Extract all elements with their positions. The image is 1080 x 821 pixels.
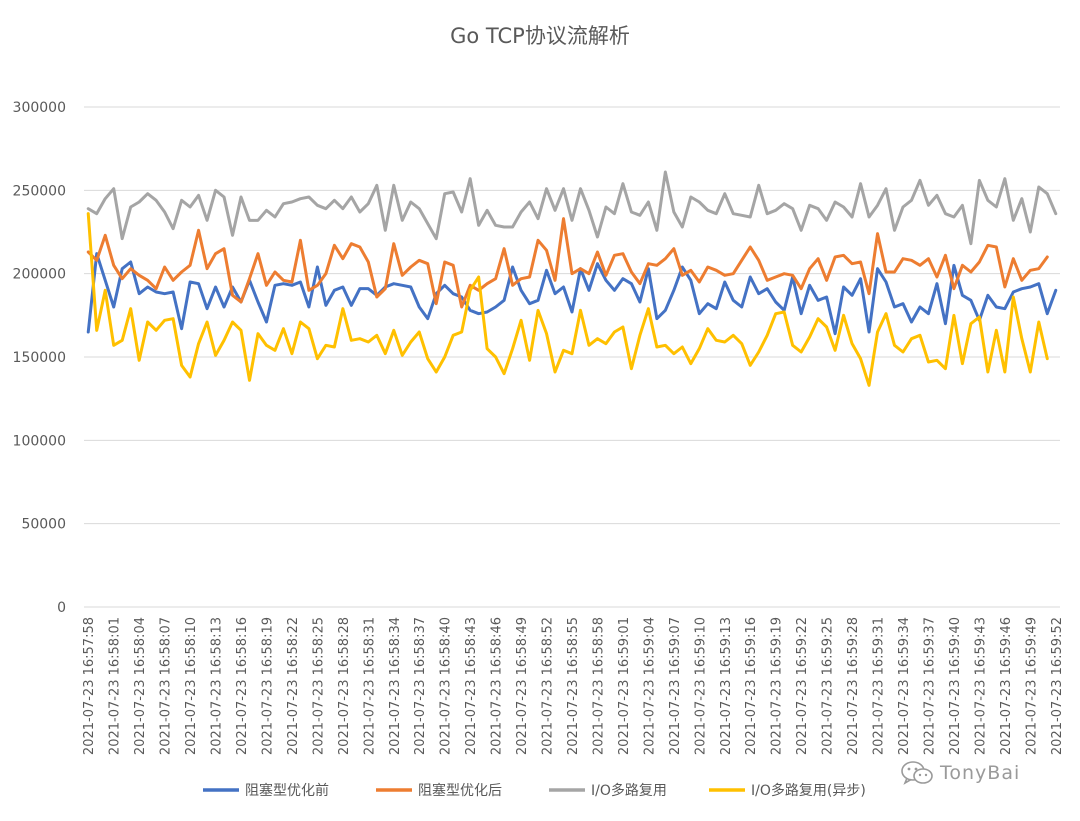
x-tick-label: 2021-07-23 16:59:07 xyxy=(668,617,683,755)
x-tick-label: 2021-07-23 16:58:10 xyxy=(184,617,199,755)
x-tick-label: 2021-07-23 16:59:34 xyxy=(897,617,912,755)
y-tick-label: 150000 xyxy=(13,350,66,366)
x-tick-label: 2021-07-23 16:58:58 xyxy=(591,617,606,755)
x-tick-label: 2021-07-23 16:58:07 xyxy=(159,617,174,755)
y-tick-label: 300000 xyxy=(13,100,66,116)
watermark: TonyBai xyxy=(900,758,1020,788)
legend-label-0: 阻塞型优化前 xyxy=(245,782,329,799)
x-tick-label: 2021-07-23 16:59:40 xyxy=(948,617,963,755)
x-tick-label: 2021-07-23 16:58:22 xyxy=(286,617,301,755)
x-tick-label: 2021-07-23 16:59:10 xyxy=(693,617,708,755)
legend-label-1: 阻塞型优化后 xyxy=(418,782,502,799)
x-tick-label: 2021-07-23 16:58:46 xyxy=(490,617,505,755)
x-tick-label: 2021-07-23 16:59:52 xyxy=(1050,617,1065,755)
x-tick-label: 2021-07-23 16:58:34 xyxy=(388,617,403,755)
x-tick-label: 2021-07-23 16:59:31 xyxy=(872,617,887,755)
watermark-text: TonyBai xyxy=(940,762,1021,784)
x-tick-label: 2021-07-23 16:59:43 xyxy=(973,617,988,755)
x-tick-label: 2021-07-23 16:58:52 xyxy=(541,617,556,755)
x-tick-label: 2021-07-23 16:59:25 xyxy=(821,617,836,755)
x-tick-label: 2021-07-23 16:59:01 xyxy=(617,617,632,755)
y-axis-tick-labels: 0 50000 100000 150000 200000 250000 300000 xyxy=(13,100,66,616)
x-tick-label: 2021-07-23 16:59:13 xyxy=(719,617,734,755)
x-tick-label: 2021-07-23 16:58:43 xyxy=(464,617,479,755)
series-line-2 xyxy=(86,170,1058,246)
x-tick-label: 2021-07-23 16:59:46 xyxy=(999,617,1014,755)
x-tick-label: 2021-07-23 16:58:04 xyxy=(133,617,148,755)
series-lines xyxy=(86,170,1058,387)
x-tick-label: 2021-07-23 16:58:25 xyxy=(311,617,326,755)
y-tick-label: 50000 xyxy=(21,517,66,533)
series-line-3 xyxy=(86,212,1049,387)
x-tick-label: 2021-07-23 16:59:37 xyxy=(922,617,937,755)
x-tick-label: 2021-07-23 16:59:49 xyxy=(1024,617,1039,755)
x-tick-label: 2021-07-23 16:58:31 xyxy=(362,617,377,755)
x-tick-label: 2021-07-23 16:58:28 xyxy=(337,617,352,755)
x-tick-label: 2021-07-23 16:58:01 xyxy=(108,617,123,755)
wechat-icon xyxy=(901,761,933,785)
legend: 阻塞型优化前 阻塞型优化后 I/O多路复用 I/O多路复用(异步) xyxy=(203,782,866,799)
x-tick-label: 2021-07-23 16:58:40 xyxy=(439,617,454,755)
y-tick-label: 200000 xyxy=(13,267,66,283)
x-tick-label: 2021-07-23 16:59:19 xyxy=(770,617,785,755)
legend-label-2: I/O多路复用 xyxy=(591,782,667,799)
x-tick-label: 2021-07-23 16:58:16 xyxy=(235,617,250,755)
y-tick-label: 100000 xyxy=(13,433,66,449)
x-tick-label: 2021-07-23 16:58:55 xyxy=(566,617,581,755)
x-tick-label: 2021-07-23 16:59:04 xyxy=(642,617,657,755)
legend-label-3: I/O多路复用(异步) xyxy=(751,782,866,799)
x-tick-label: 2021-07-23 16:59:28 xyxy=(846,617,861,755)
y-tick-label: 0 xyxy=(57,600,66,616)
x-tick-label: 2021-07-23 16:57:58 xyxy=(82,617,97,755)
x-tick-label: 2021-07-23 16:58:37 xyxy=(413,617,428,755)
series-line-1 xyxy=(86,217,1049,309)
y-tick-label: 250000 xyxy=(13,183,66,199)
chart-title: Go TCP协议流解析 xyxy=(450,24,630,48)
x-axis-tick-labels: 2021-07-23 16:57:58 2021-07-23 16:58:01 20… xyxy=(82,617,1065,755)
x-tick-label: 2021-07-23 16:58:13 xyxy=(210,617,225,755)
x-tick-label: 2021-07-23 16:59:16 xyxy=(744,617,759,755)
x-tick-label: 2021-07-23 16:59:22 xyxy=(795,617,810,755)
x-tick-label: 2021-07-23 16:58:19 xyxy=(260,617,275,755)
x-tick-label: 2021-07-23 16:58:49 xyxy=(515,617,530,755)
